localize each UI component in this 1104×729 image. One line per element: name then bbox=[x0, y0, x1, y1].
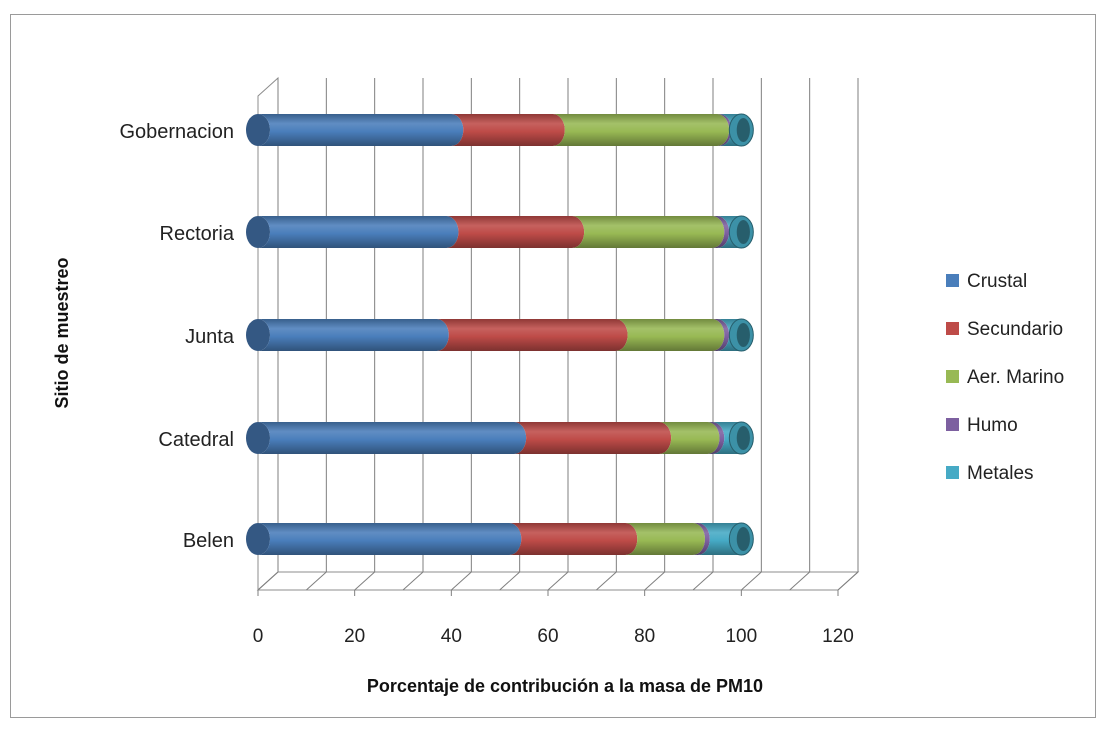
bar-cap-inner bbox=[736, 220, 750, 244]
legend-label: Aer. Marino bbox=[967, 367, 1064, 388]
bar-cap-inner bbox=[736, 118, 750, 142]
bar-cap-start bbox=[246, 422, 270, 454]
legend: Crustal Secundario Aer. Marino Humo Metales bbox=[946, 271, 1064, 484]
bar-cap-inner bbox=[736, 323, 750, 347]
floor-gridline bbox=[644, 571, 666, 591]
floor-gridline bbox=[499, 571, 521, 591]
x-axis-title: Porcentaje de contribución a la masa de … bbox=[367, 676, 763, 696]
x-tick-label: 0 bbox=[253, 626, 264, 647]
floor-gridline bbox=[547, 571, 569, 591]
bar-segment-crustal bbox=[258, 523, 522, 555]
bar-row-catedral bbox=[246, 421, 754, 455]
bar-segment-crustal bbox=[258, 114, 464, 146]
bar-segment-aer-marino bbox=[625, 523, 705, 555]
legend-label: Humo bbox=[967, 415, 1018, 436]
floor-gridline bbox=[789, 571, 811, 591]
legend-swatch bbox=[946, 466, 959, 479]
bar-row-gobernacion bbox=[246, 113, 754, 147]
bar-segment-crustal bbox=[258, 319, 449, 351]
x-tick-label: 120 bbox=[822, 626, 854, 647]
bar-segment-humo bbox=[707, 422, 725, 454]
legend-label: Secundario bbox=[967, 319, 1063, 340]
category-label: Gobernacion bbox=[119, 121, 234, 143]
bar-segment-secundario bbox=[451, 114, 565, 146]
category-label: Belen bbox=[183, 530, 234, 552]
bar-cap-start bbox=[246, 114, 270, 146]
floor-gridline bbox=[257, 571, 279, 591]
bar-segment-aer-marino bbox=[659, 422, 720, 454]
category-labels: Belen Catedral Junta Rectoria Gobernacion bbox=[119, 121, 234, 552]
bar-cap-start bbox=[246, 523, 270, 555]
category-label: Rectoria bbox=[160, 223, 235, 245]
bar-cap-start bbox=[246, 216, 270, 248]
bar-segment-humo bbox=[717, 114, 732, 146]
floor-gridline bbox=[595, 571, 617, 591]
floor-gridline bbox=[354, 571, 376, 591]
x-tick-label: 60 bbox=[537, 626, 558, 647]
bar-segment-secundario bbox=[509, 523, 638, 555]
x-tick-label: 20 bbox=[344, 626, 365, 647]
bar-segment-crustal bbox=[258, 422, 527, 454]
bar-segment-secundario bbox=[446, 216, 585, 248]
floor-gridline bbox=[692, 571, 714, 591]
x-tick-labels: 0 20 40 60 80 100 120 bbox=[253, 626, 854, 647]
bar-segment-crustal bbox=[258, 216, 459, 248]
bar-segment-humo bbox=[693, 523, 710, 555]
x-tick-label: 80 bbox=[634, 626, 655, 647]
bar-segment-secundario bbox=[514, 422, 672, 454]
bar-cap-inner bbox=[736, 527, 750, 551]
floor-gridline bbox=[402, 571, 424, 591]
category-label: Junta bbox=[185, 326, 235, 348]
bar-segment-humo bbox=[712, 216, 730, 248]
bar-cap-inner bbox=[736, 426, 750, 450]
legend-label: Metales bbox=[967, 463, 1034, 484]
bar-segment-aer-marino bbox=[552, 114, 730, 146]
bar-row-belen bbox=[246, 522, 754, 556]
bar-row-junta bbox=[246, 318, 754, 352]
bar-segment-secundario bbox=[436, 319, 628, 351]
floor-gridline bbox=[740, 571, 762, 591]
bar-segment-humo bbox=[712, 319, 730, 351]
x-tick-label: 100 bbox=[725, 626, 757, 647]
floor-gridline bbox=[450, 571, 472, 591]
legend-swatch bbox=[946, 370, 959, 383]
legend-item: Aer. Marino bbox=[946, 367, 1064, 388]
category-label: Catedral bbox=[158, 429, 234, 451]
bar-row-rectoria bbox=[246, 215, 754, 249]
legend-item: Metales bbox=[946, 463, 1034, 484]
floor-gridline bbox=[305, 571, 327, 591]
legend-item: Humo bbox=[946, 415, 1018, 436]
legend-swatch bbox=[946, 418, 959, 431]
bar-cap-start bbox=[246, 319, 270, 351]
legend-swatch bbox=[946, 322, 959, 335]
legend-item: Secundario bbox=[946, 319, 1063, 340]
legend-swatch bbox=[946, 274, 959, 287]
bars bbox=[246, 113, 754, 556]
y-axis-title: Sitio de muestreo bbox=[52, 257, 72, 408]
bar-segment-aer-marino bbox=[615, 319, 725, 351]
floor-gridline bbox=[837, 571, 859, 591]
x-tick-label: 40 bbox=[441, 626, 462, 647]
legend-label: Crustal bbox=[967, 271, 1027, 292]
legend-item: Crustal bbox=[946, 271, 1027, 292]
bar-segment-aer-marino bbox=[572, 216, 725, 248]
